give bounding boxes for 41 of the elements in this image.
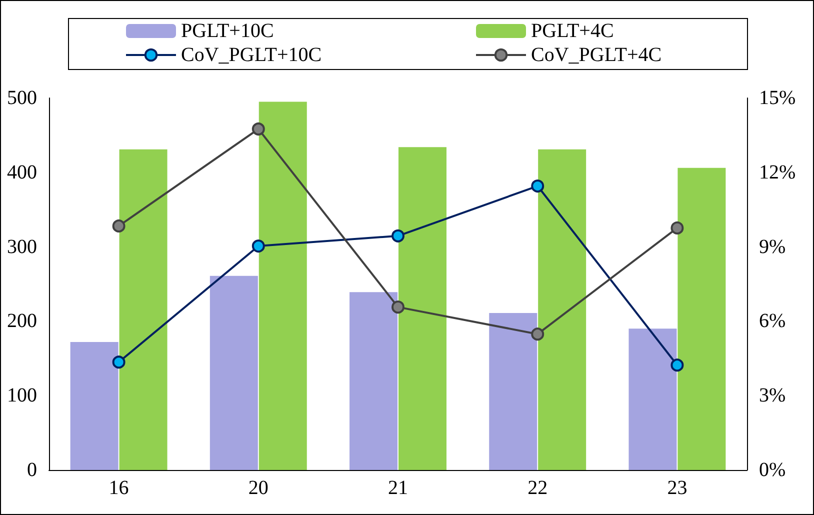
x-tick-label: 21 <box>388 477 408 499</box>
legend-label: PGLT+10C <box>181 20 274 42</box>
point <box>531 180 544 193</box>
y-tick-label: 500 <box>7 87 37 109</box>
point <box>392 229 404 242</box>
point <box>670 358 684 372</box>
y2-tick-label: 12% <box>759 161 796 184</box>
x-tick-label: 16 <box>108 477 129 499</box>
bar <box>119 149 168 470</box>
y2-tick-label: 9% <box>759 236 786 258</box>
bar <box>398 147 446 470</box>
bar <box>258 102 307 470</box>
legend-label: CoV_PGLT+4C <box>531 44 662 66</box>
point <box>112 219 126 232</box>
bar <box>628 328 677 470</box>
x-tick-label: 22 <box>528 477 548 499</box>
point <box>112 356 126 369</box>
bar <box>489 313 538 470</box>
y2-tick-label: 0% <box>759 459 786 481</box>
legend-label: CoV_PGLT+10C <box>181 44 322 66</box>
bar <box>70 342 118 470</box>
point <box>252 122 265 136</box>
point <box>252 240 265 253</box>
bar <box>538 149 586 470</box>
legend-label: PGLT+4C <box>531 20 614 42</box>
x-tick-label: 23 <box>667 477 688 499</box>
y-tick-label: 100 <box>7 384 37 407</box>
x-tick-label: 20 <box>248 477 268 499</box>
bar <box>350 292 398 470</box>
point <box>531 328 544 341</box>
y-tick-label: 300 <box>7 236 37 258</box>
y2-tick-label: 3% <box>759 384 786 407</box>
point <box>392 300 404 314</box>
y-tick-label: 400 <box>7 161 37 184</box>
point <box>670 221 684 234</box>
y-tick-label: 0 <box>27 459 37 481</box>
y2-tick-label: 6% <box>759 310 786 332</box>
y2-tick-label: 15% <box>759 87 796 109</box>
bar <box>678 168 726 470</box>
y-tick-label: 200 <box>7 310 37 332</box>
bar <box>210 276 258 470</box>
